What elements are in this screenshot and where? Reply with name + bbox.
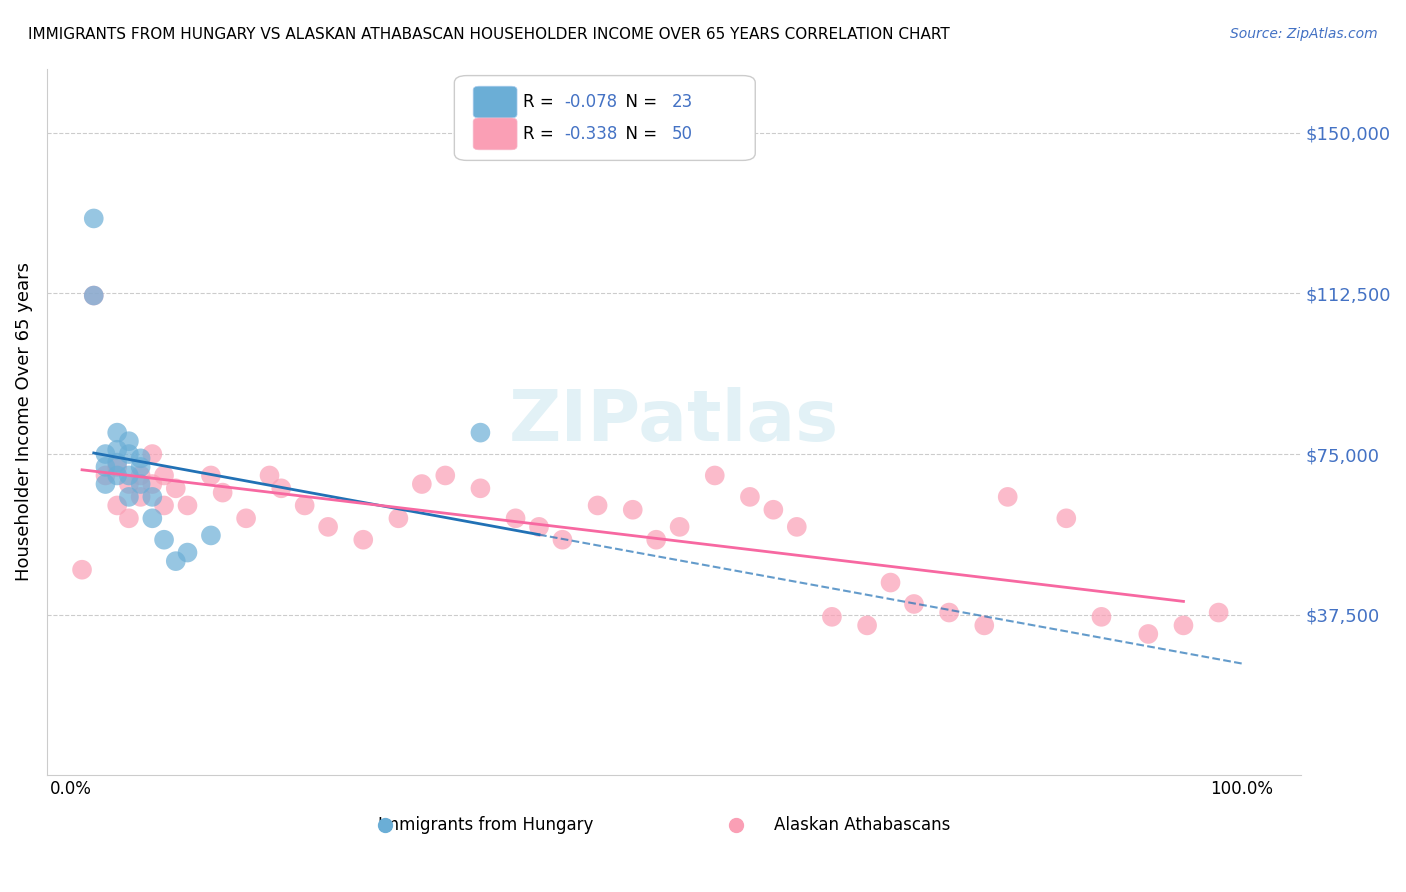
Text: Source: ZipAtlas.com: Source: ZipAtlas.com (1230, 27, 1378, 41)
Point (856, 618, 879, 632)
FancyBboxPatch shape (454, 76, 755, 161)
Point (387, 511, 409, 525)
Point (141, 477, 163, 491)
Point (94, 459, 117, 474)
Text: -0.078: -0.078 (565, 94, 617, 112)
Point (200, 528, 222, 542)
Point (645, 533, 668, 547)
Point (118, 434, 141, 449)
Point (211, 485, 233, 500)
Point (105, 499, 128, 513)
Point (434, 468, 457, 483)
Point (176, 499, 198, 513)
Y-axis label: Householder Income Over 65 years: Householder Income Over 65 years (15, 262, 32, 582)
Point (165, 481, 187, 495)
Point (738, 490, 761, 504)
Point (94, 477, 117, 491)
Point (118, 468, 141, 483)
Point (938, 606, 960, 620)
Text: 23: 23 (671, 94, 693, 112)
Point (1173, 618, 1195, 632)
Point (1208, 606, 1230, 620)
Point (1090, 610, 1112, 624)
Point (141, 511, 163, 525)
Text: 50: 50 (671, 125, 692, 144)
Text: N =: N = (614, 125, 662, 144)
Point (762, 502, 785, 516)
Point (105, 442, 128, 457)
Point (83, 288, 105, 302)
Point (1054, 511, 1077, 525)
Point (505, 511, 527, 525)
Point (176, 545, 198, 559)
Text: ZIPatlas: ZIPatlas (509, 387, 839, 457)
Point (129, 459, 152, 474)
Point (470, 425, 492, 440)
Point (118, 447, 141, 461)
Point (270, 481, 292, 495)
Point (997, 490, 1019, 504)
Point (1137, 627, 1160, 641)
Point (903, 597, 925, 611)
Point (703, 468, 725, 483)
Text: Immigrants from Hungary: Immigrants from Hungary (378, 816, 593, 834)
Point (235, 511, 257, 525)
Text: Alaskan Athabascans: Alaskan Athabascans (773, 816, 950, 834)
Point (83, 288, 105, 302)
Point (153, 533, 176, 547)
Point (470, 481, 492, 495)
Point (973, 618, 995, 632)
Point (141, 447, 163, 461)
FancyBboxPatch shape (474, 118, 517, 150)
Point (294, 499, 316, 513)
Text: -0.338: -0.338 (565, 125, 619, 144)
Point (129, 477, 152, 491)
Point (94, 447, 117, 461)
Point (668, 520, 690, 534)
Text: R =: R = (523, 125, 560, 144)
Point (118, 490, 141, 504)
Point (259, 468, 281, 483)
Point (141, 490, 163, 504)
Point (118, 511, 141, 525)
FancyBboxPatch shape (474, 87, 517, 118)
Point (411, 477, 433, 491)
Text: R =: R = (523, 94, 560, 112)
Point (105, 459, 128, 474)
Point (83, 211, 105, 226)
Point (621, 502, 644, 516)
Point (879, 575, 901, 590)
Point (153, 499, 176, 513)
Point (70, 563, 93, 577)
Point (129, 451, 152, 466)
Point (153, 468, 176, 483)
Point (118, 477, 141, 491)
Point (105, 425, 128, 440)
Point (551, 533, 574, 547)
Point (316, 520, 339, 534)
Point (129, 490, 152, 504)
Point (527, 520, 550, 534)
Point (165, 554, 187, 568)
Point (786, 520, 808, 534)
Point (821, 610, 844, 624)
Point (105, 468, 128, 483)
Point (352, 533, 374, 547)
Point (129, 468, 152, 483)
Point (586, 499, 609, 513)
Point (94, 468, 117, 483)
Point (105, 456, 128, 470)
Text: N =: N = (614, 94, 662, 112)
Point (200, 468, 222, 483)
Text: IMMIGRANTS FROM HUNGARY VS ALASKAN ATHABASCAN HOUSEHOLDER INCOME OVER 65 YEARS C: IMMIGRANTS FROM HUNGARY VS ALASKAN ATHAB… (28, 27, 950, 42)
